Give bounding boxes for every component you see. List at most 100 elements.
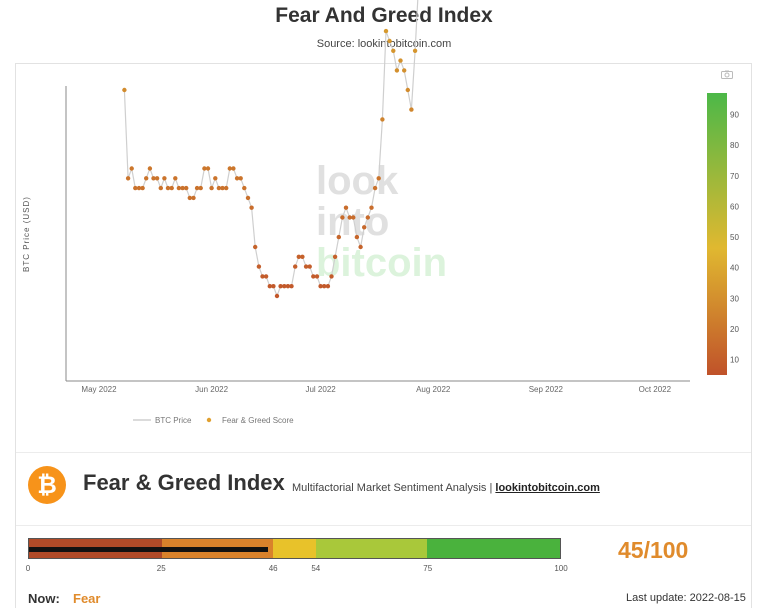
- score-point: [325, 284, 331, 289]
- score-point: [351, 215, 356, 220]
- widget-subtitle: Multifactorial Market Sentiment Analysis…: [292, 482, 600, 494]
- gauge-tick-label: 0: [25, 564, 31, 573]
- legend: BTC Price Fear & Greed Score: [133, 416, 294, 425]
- last-update: Last update: 2022-08-15: [626, 592, 746, 604]
- score-point: [191, 195, 196, 201]
- y-axis-label: BTC Price (USD): [22, 196, 31, 272]
- divider-bottom: [16, 525, 751, 526]
- score-point: [213, 176, 218, 181]
- score-point: [343, 205, 349, 210]
- score-point: [347, 215, 352, 220]
- score-point: [144, 176, 149, 181]
- score-point: [405, 87, 410, 93]
- colorbar-ticks: 10 20 30 40 50 60 70 80 90: [730, 111, 739, 365]
- score-point: [267, 284, 272, 289]
- watermark-bitcoin: bitcoin: [316, 241, 447, 285]
- score-point: [260, 274, 265, 279]
- score-point: [296, 254, 301, 259]
- score-point: [383, 28, 389, 34]
- score-point: [184, 185, 189, 191]
- colorbar: [707, 93, 727, 375]
- score-point: [194, 185, 200, 191]
- score-point: [271, 284, 276, 289]
- chart-panel: [15, 63, 752, 608]
- score-point: [303, 264, 309, 269]
- widget-subtitle-text: Multifactorial Market Sentiment Analysis…: [292, 482, 493, 494]
- score-point: [307, 264, 312, 269]
- page-source: Source: lookintobitcoin.com: [316, 38, 452, 50]
- x-tick-label: Sep 2022: [529, 385, 564, 394]
- score-point: [329, 274, 334, 279]
- divider-top: [16, 452, 751, 453]
- score-point: [293, 264, 298, 269]
- score-point: [136, 185, 142, 191]
- score-point: [256, 264, 262, 269]
- score-point: [398, 58, 403, 63]
- score-point: [231, 166, 236, 171]
- score-point: [133, 185, 138, 191]
- score-point: [216, 185, 222, 191]
- fear-greed-gauge: [28, 538, 561, 559]
- gauge-tick-label: 46: [268, 564, 278, 573]
- score-point: [358, 244, 363, 250]
- camera-icon[interactable]: [721, 70, 733, 79]
- score-point: [176, 185, 182, 191]
- score-point: [369, 205, 374, 210]
- score-point: [249, 205, 254, 210]
- gauge-tick-label: 25: [156, 564, 166, 573]
- x-axis-ticks: May 2022 Jun 2022 Jul 2022 Aug 2022 Sep 2022…: [81, 385, 671, 394]
- score-point: [158, 185, 163, 191]
- score-point: [154, 176, 160, 181]
- score-point: [162, 176, 167, 181]
- gauge-segment: [427, 539, 560, 558]
- colorbar-tick-label: 10: [730, 356, 739, 365]
- gauge-tick-label: 75: [423, 564, 433, 573]
- score-point: [151, 176, 156, 181]
- score-point: [376, 176, 381, 181]
- score-point: [173, 176, 178, 181]
- watermark: look into bitcoin: [316, 159, 447, 285]
- colorbar-tick-label: 90: [730, 111, 739, 120]
- colorbar-tick-label: 30: [730, 294, 739, 303]
- score-point: [394, 68, 400, 73]
- score-point: [354, 234, 360, 240]
- lookintobitcoin-link[interactable]: lookintobitcoin.com: [495, 482, 600, 494]
- score-point: [202, 166, 207, 171]
- score-point: [402, 68, 407, 73]
- score-value: 45/100: [618, 537, 689, 563]
- colorbar-tick-label: 80: [730, 141, 739, 150]
- score-point: [122, 87, 127, 93]
- score-point: [234, 176, 240, 181]
- legend-score: Fear & Greed Score: [222, 416, 294, 425]
- score-point: [205, 166, 211, 171]
- score-point: [220, 185, 225, 191]
- score-point: [362, 225, 367, 230]
- score-point: [238, 176, 243, 181]
- x-tick-label: May 2022: [81, 385, 117, 394]
- score-point: [242, 185, 247, 191]
- score-point: [332, 254, 338, 259]
- score-points: [122, 28, 418, 299]
- score-point: [169, 185, 174, 191]
- score-point: [147, 166, 153, 171]
- score-point: [365, 215, 370, 220]
- score-point: [409, 107, 414, 112]
- gauge-value-bar: [29, 547, 268, 552]
- score-point: [336, 234, 341, 240]
- widget-title: Fear & Greed Index: [83, 470, 285, 495]
- bitcoin-logo-icon: ₿: [28, 466, 66, 504]
- score-point: [180, 185, 185, 191]
- gauge-tick-label: 54: [311, 564, 321, 573]
- colorbar-tick-label: 60: [730, 202, 739, 211]
- watermark-look: look: [316, 159, 399, 203]
- score-point: [282, 284, 287, 289]
- x-tick-label: Oct 2022: [639, 385, 672, 394]
- x-tick-label: Aug 2022: [416, 385, 451, 394]
- watermark-into: into: [316, 200, 389, 244]
- score-point: [372, 185, 378, 191]
- colorbar-tick-label: 20: [730, 325, 739, 334]
- now-value: Fear: [73, 591, 101, 606]
- x-tick-label: Jul 2022: [305, 385, 336, 394]
- x-tick-label: Jun 2022: [195, 385, 228, 394]
- fear-greed-chart: look into bitcoin BTC Price (USD) May 20…: [22, 0, 739, 425]
